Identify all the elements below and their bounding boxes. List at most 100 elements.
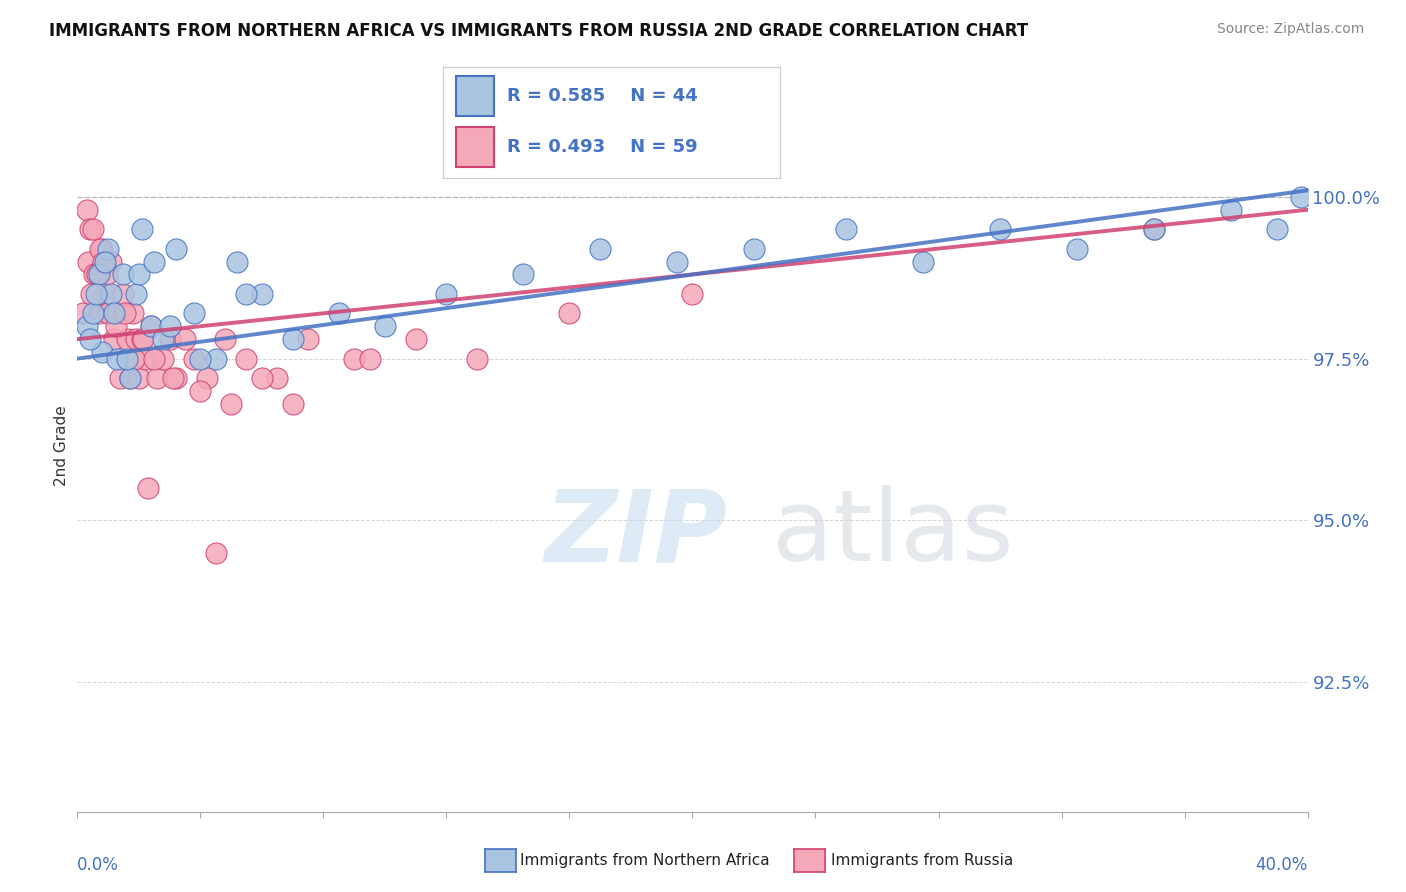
Point bbox=[141, 319, 163, 334]
Point bbox=[97, 306, 120, 320]
Point bbox=[165, 242, 187, 256]
Point bbox=[115, 332, 138, 346]
Point bbox=[589, 242, 612, 256]
Point bbox=[143, 254, 166, 268]
Point bbox=[87, 306, 110, 320]
Point bbox=[165, 371, 187, 385]
Point bbox=[297, 332, 319, 346]
Text: Immigrants from Northern Africa: Immigrants from Northern Africa bbox=[520, 854, 770, 868]
Text: Immigrants from Russia: Immigrants from Russia bbox=[831, 854, 1014, 868]
Point bbox=[235, 351, 257, 366]
Point bbox=[742, 242, 765, 256]
Point bbox=[226, 254, 249, 268]
Point bbox=[328, 306, 350, 320]
Point bbox=[84, 268, 107, 282]
Point bbox=[93, 254, 115, 268]
Bar bbox=[457, 128, 494, 168]
Point bbox=[79, 332, 101, 346]
Point bbox=[96, 268, 118, 282]
Point bbox=[112, 268, 135, 282]
Point bbox=[94, 286, 117, 301]
Point bbox=[152, 351, 174, 366]
Text: atlas: atlas bbox=[772, 485, 1014, 582]
Point bbox=[131, 222, 153, 236]
Point bbox=[132, 332, 155, 346]
Text: ZIP: ZIP bbox=[546, 485, 728, 582]
Point bbox=[90, 345, 114, 359]
Point bbox=[1066, 242, 1088, 256]
Text: 0.0%: 0.0% bbox=[77, 855, 120, 873]
Point bbox=[146, 371, 169, 385]
Point bbox=[159, 319, 181, 334]
Point bbox=[682, 286, 704, 301]
Point bbox=[103, 332, 125, 346]
Point bbox=[94, 254, 117, 268]
Bar bbox=[457, 76, 494, 116]
Point bbox=[72, 306, 94, 320]
Point bbox=[79, 222, 101, 236]
Point bbox=[112, 286, 135, 301]
Point bbox=[136, 481, 159, 495]
Point bbox=[118, 371, 141, 385]
Point bbox=[100, 286, 122, 301]
Point bbox=[134, 351, 156, 366]
Point bbox=[235, 286, 257, 301]
Point bbox=[121, 306, 143, 320]
Text: R = 0.585    N = 44: R = 0.585 N = 44 bbox=[508, 87, 697, 105]
Point bbox=[89, 242, 111, 256]
Point bbox=[114, 306, 136, 320]
Point bbox=[250, 371, 273, 385]
Point bbox=[1143, 222, 1166, 236]
Point bbox=[128, 268, 150, 282]
Point bbox=[125, 286, 148, 301]
Point bbox=[1265, 222, 1288, 236]
Point bbox=[80, 286, 103, 301]
Point bbox=[141, 319, 163, 334]
Point bbox=[195, 371, 218, 385]
Point bbox=[183, 351, 205, 366]
Point bbox=[87, 268, 110, 282]
Point bbox=[125, 332, 148, 346]
Point bbox=[343, 351, 366, 366]
Point bbox=[159, 332, 181, 346]
Point bbox=[110, 371, 132, 385]
Point bbox=[436, 286, 458, 301]
Point bbox=[1219, 202, 1241, 217]
Text: 40.0%: 40.0% bbox=[1256, 855, 1308, 873]
Point bbox=[115, 351, 138, 366]
Point bbox=[152, 332, 174, 346]
Text: R = 0.493    N = 59: R = 0.493 N = 59 bbox=[508, 138, 697, 156]
Point bbox=[281, 397, 304, 411]
Point bbox=[558, 306, 581, 320]
Point bbox=[281, 332, 304, 346]
Point bbox=[912, 254, 935, 268]
Point bbox=[359, 351, 381, 366]
Point bbox=[405, 332, 427, 346]
Point bbox=[76, 202, 98, 217]
Point bbox=[835, 222, 858, 236]
Point bbox=[82, 306, 104, 320]
Point bbox=[83, 268, 105, 282]
Point bbox=[77, 254, 100, 268]
Point bbox=[104, 319, 127, 334]
Text: IMMIGRANTS FROM NORTHERN AFRICA VS IMMIGRANTS FROM RUSSIA 2ND GRADE CORRELATION : IMMIGRANTS FROM NORTHERN AFRICA VS IMMIG… bbox=[49, 22, 1028, 40]
Point bbox=[204, 546, 226, 560]
Point bbox=[666, 254, 689, 268]
Point bbox=[122, 351, 145, 366]
Point bbox=[188, 384, 212, 398]
Point bbox=[105, 351, 128, 366]
Point bbox=[128, 371, 150, 385]
Point bbox=[76, 319, 98, 334]
Point bbox=[118, 371, 141, 385]
Point bbox=[97, 242, 120, 256]
Point bbox=[214, 332, 236, 346]
Point bbox=[266, 371, 288, 385]
Point bbox=[143, 351, 166, 366]
Point bbox=[204, 351, 226, 366]
Point bbox=[84, 286, 107, 301]
Point bbox=[465, 351, 488, 366]
Point bbox=[86, 268, 108, 282]
Point bbox=[1143, 222, 1166, 236]
Point bbox=[174, 332, 197, 346]
Point bbox=[374, 319, 396, 334]
